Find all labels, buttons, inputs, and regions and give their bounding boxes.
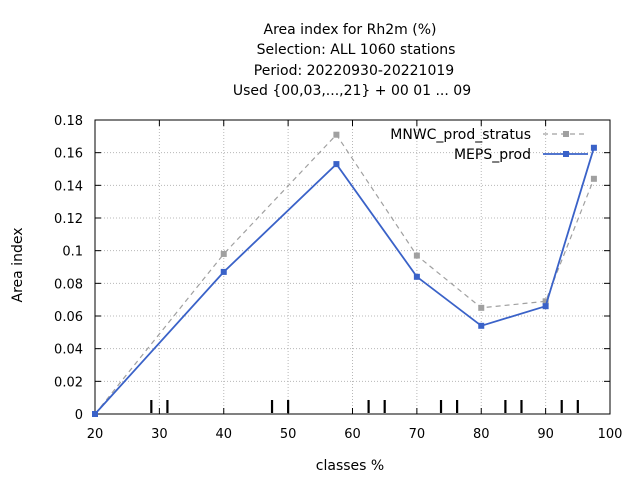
grid (95, 120, 610, 414)
title-line-2: Selection: ALL 1060 stations (257, 42, 456, 58)
chart-title: Area index for Rh2m (%) Selection: ALL 1… (233, 22, 471, 99)
y-tick-label: 0 (75, 408, 83, 423)
title-line-3: Period: 20220930-20221019 (254, 63, 454, 79)
data-point (333, 161, 340, 168)
x-tick-label: 90 (537, 427, 554, 442)
y-tick-label: 0.1 (62, 245, 83, 260)
data-point (542, 303, 549, 310)
data-point (413, 252, 420, 259)
y-tick-label: 0.14 (54, 179, 83, 194)
y-tick-label: 0.16 (54, 147, 83, 162)
legend-swatch-marker (563, 151, 569, 157)
data-point (220, 268, 227, 275)
series-MEPS_prod (92, 144, 597, 417)
data-point (92, 411, 98, 417)
data-point (333, 131, 340, 138)
series-group (92, 131, 597, 417)
y-axis-label: Area index (10, 228, 26, 303)
title-line-4: Used {00,03,...,21} + 00 01 ... 09 (233, 83, 471, 99)
legend: MNWC_prod_stratus MEPS_prod (390, 127, 588, 163)
x-axis-label: classes % (316, 458, 384, 474)
plot-frame (94, 119, 611, 415)
data-point (542, 298, 549, 305)
data-point (590, 144, 597, 151)
x-tick-label: 40 (215, 427, 232, 442)
y-axis-ticks: 0 0.02 0.04 0.06 0.08 0.1 0.12 0.14 0.16 0.18 (54, 114, 610, 423)
legend-label: MEPS_prod (454, 147, 531, 163)
x-tick-label: 80 (473, 427, 490, 442)
x-tick-label: 20 (87, 427, 104, 442)
series-line (94, 147, 595, 415)
y-tick-label: 0.18 (54, 114, 83, 129)
x-tick-label: 50 (280, 427, 297, 442)
x-tick-label: 70 (409, 427, 426, 442)
x-tick-label: 100 (598, 427, 623, 442)
data-point (478, 322, 485, 329)
legend-swatch-marker (563, 131, 569, 137)
x-tick-label: 60 (344, 427, 361, 442)
y-tick-label: 0.04 (54, 343, 83, 358)
data-point (220, 250, 227, 257)
data-point (478, 304, 485, 311)
x-tick-label: 30 (151, 427, 168, 442)
y-tick-label: 0.06 (54, 310, 83, 325)
y-tick-label: 0.12 (54, 212, 83, 227)
data-point (413, 273, 420, 280)
y-tick-label: 0.02 (54, 375, 83, 390)
data-point (590, 175, 597, 182)
legend-label: MNWC_prod_stratus (390, 127, 531, 143)
y-tick-label: 0.08 (54, 277, 83, 292)
title-line-1: Area index for Rh2m (%) (264, 22, 437, 38)
x-axis-ticks: 20 30 40 50 60 70 80 90 100 (87, 120, 623, 442)
